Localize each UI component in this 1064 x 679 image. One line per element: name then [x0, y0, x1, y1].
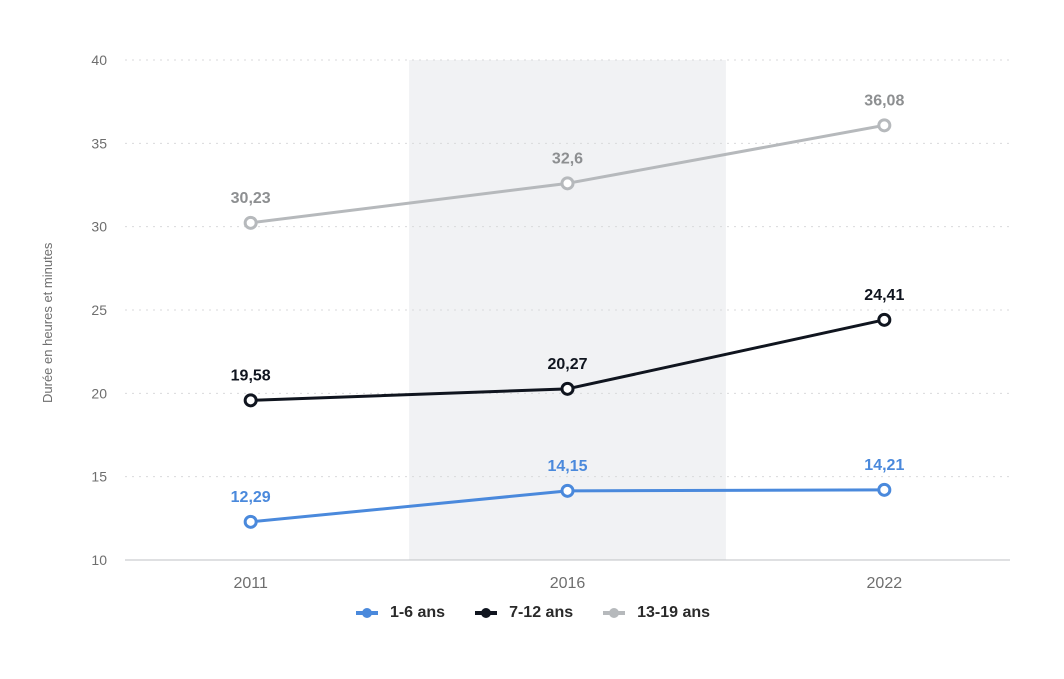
x-tick-label: 2022	[867, 575, 903, 592]
y-tick-label: 20	[91, 385, 107, 401]
legend-swatch-icon	[354, 605, 384, 621]
y-tick-label: 25	[91, 302, 107, 318]
y-tick-label: 15	[91, 469, 107, 485]
y-tick-label: 30	[91, 219, 107, 235]
legend-swatch-icon	[473, 605, 503, 621]
legend-label: 1-6 ans	[390, 604, 445, 622]
data-point-label: 14,21	[864, 457, 904, 474]
data-point-label: 19,58	[231, 367, 271, 384]
data-point-marker	[879, 120, 890, 131]
data-point-label: 36,08	[864, 92, 904, 109]
data-point-marker	[245, 217, 256, 228]
chart-canvas: 10 15 20 25 30 35 40 2011 2016 2022 12,29 14,15 14,2…	[0, 0, 1064, 674]
y-axis-title: Durée en heures et minutes	[40, 243, 55, 403]
legend-label: 7-12 ans	[509, 604, 573, 622]
data-point-marker	[879, 314, 890, 325]
x-tick-label: 2016	[550, 575, 586, 592]
x-tick-label: 2011	[233, 575, 268, 592]
data-point-label: 14,15	[547, 458, 587, 475]
data-point-marker	[879, 484, 890, 495]
legend-label: 13-19 ans	[637, 604, 710, 622]
legend-item-2[interactable]: 13-19 ans	[601, 604, 710, 622]
legend-item-0[interactable]: 1-6 ans	[354, 604, 445, 622]
data-point-label: 24,41	[864, 287, 904, 304]
legend: 1-6 ans 7-12 ans 13-19 ans	[0, 604, 1064, 626]
y-tick-label: 40	[91, 52, 107, 68]
data-point-marker	[562, 178, 573, 189]
line-chart: 10 15 20 25 30 35 40 2011 2016 2022 12,29 14,15 14,2…	[0, 0, 1064, 674]
data-point-label: 20,27	[547, 356, 587, 373]
data-point-marker	[245, 395, 256, 406]
y-tick-label: 35	[91, 135, 107, 151]
y-tick-label: 10	[91, 552, 107, 568]
data-point-label: 30,23	[231, 190, 271, 207]
legend-swatch-icon	[601, 605, 631, 621]
data-point-marker	[245, 516, 256, 527]
data-point-marker	[562, 485, 573, 496]
legend-item-1[interactable]: 7-12 ans	[473, 604, 573, 622]
data-point-label: 32,6	[552, 150, 583, 167]
data-point-marker	[562, 383, 573, 394]
data-point-label: 12,29	[231, 489, 271, 506]
